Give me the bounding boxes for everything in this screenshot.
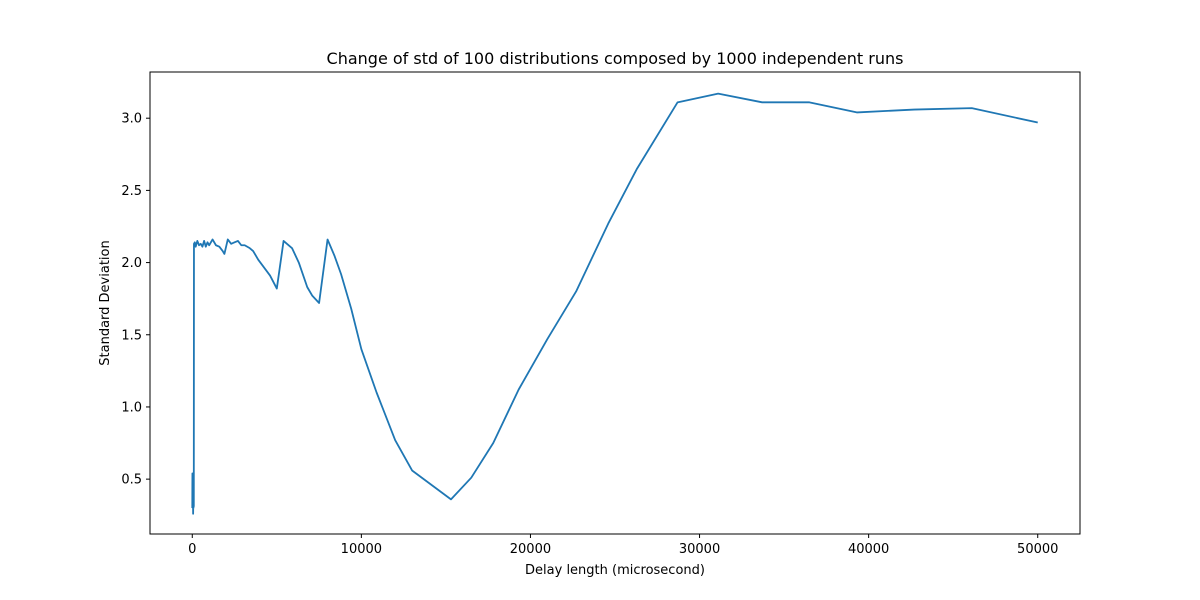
chart-title: Change of std of 100 distributions compo…	[327, 49, 904, 68]
y-tick-label: 1.5	[121, 328, 142, 343]
x-tick-label: 30000	[679, 542, 720, 557]
y-tick-label: 2.5	[121, 184, 142, 199]
y-ticks: 0.5 1.0 1.5 2.0 2.5 3.0	[121, 112, 150, 488]
y-tick-label: 1.0	[121, 400, 142, 415]
x-tick-label: 10000	[341, 542, 382, 557]
series-line-0	[191, 92, 1038, 515]
y-axis-label: Standard Deviation	[98, 240, 113, 365]
series-layer	[191, 92, 1038, 515]
x-tick-label: 20000	[510, 542, 551, 557]
y-tick-label: 0.5	[121, 473, 142, 488]
y-tick-label: 2.0	[121, 256, 142, 271]
x-tick-label: 40000	[848, 542, 889, 557]
x-tick-label: 50000	[1017, 542, 1058, 557]
plot-area	[150, 72, 1080, 534]
plot-frame	[149, 71, 1081, 535]
x-ticks: 0 10000 20000 30000 40000 50000	[188, 534, 1058, 557]
x-tick-label: 0	[188, 542, 196, 557]
x-axis-label: Delay length (microsecond)	[525, 563, 705, 578]
y-tick-label: 3.0	[121, 112, 142, 127]
